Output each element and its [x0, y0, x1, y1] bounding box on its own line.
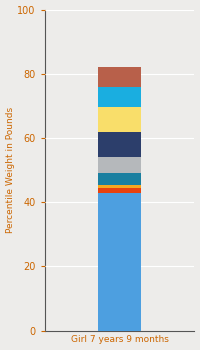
- Bar: [98, 188, 141, 193]
- Bar: [98, 184, 141, 188]
- Bar: [98, 157, 141, 173]
- Bar: [98, 67, 141, 86]
- Bar: [98, 193, 141, 331]
- Bar: [98, 107, 141, 132]
- Bar: [98, 173, 141, 184]
- Bar: [98, 132, 141, 157]
- Bar: [98, 86, 141, 107]
- Y-axis label: Percentile Weight in Pounds: Percentile Weight in Pounds: [6, 107, 15, 233]
